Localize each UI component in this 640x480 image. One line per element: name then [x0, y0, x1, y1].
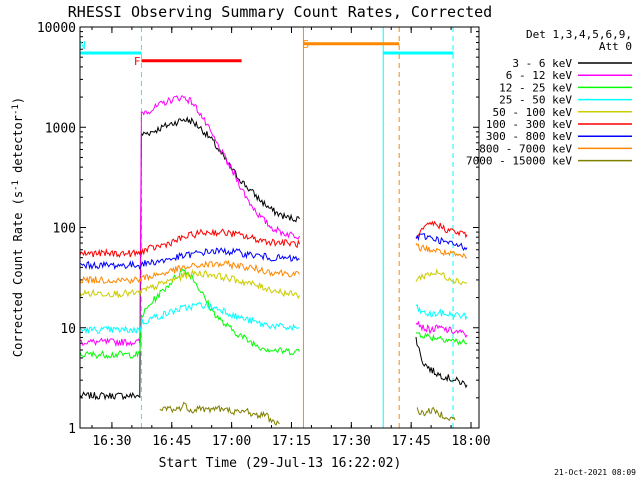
series-line: [415, 320, 468, 339]
y-label-mid: detector: [11, 115, 25, 180]
series-line: [416, 407, 456, 422]
series-line: [159, 401, 280, 426]
legend-label: 100 - 300 keV: [486, 118, 572, 131]
series-line: [79, 115, 300, 401]
flag-label: N: [79, 39, 86, 52]
flag-label: F: [134, 55, 141, 68]
series-line: [79, 301, 300, 335]
series-line: [415, 220, 468, 239]
y-tick-label: 1: [68, 422, 76, 437]
x-tick-label: 17:15: [272, 434, 311, 449]
legend-label: 6 - 12 keV: [506, 69, 573, 82]
series-line: [415, 232, 468, 252]
series-line: [415, 268, 468, 286]
y-tick-label: 1000: [45, 121, 76, 136]
series-line: [79, 228, 300, 258]
flag-label: S: [302, 38, 309, 51]
legend-label: 25 - 50 keV: [499, 94, 572, 107]
series-line: [79, 95, 300, 348]
legend-label: 300 - 800 keV: [486, 130, 572, 143]
x-tick-label: 16:30: [92, 434, 131, 449]
x-tick-label: 17:45: [392, 434, 431, 449]
x-axis-label: Start Time (29-Jul-13 16:22:02): [159, 456, 402, 471]
x-tick-label: 17:30: [332, 434, 371, 449]
legend-label: 12 - 25 keV: [499, 81, 572, 94]
legend-header-line1: Det 1,3,4,5,6,9,: [526, 28, 632, 41]
y-label-main: Corrected Count Rate (s: [11, 191, 25, 357]
series-line: [415, 303, 468, 321]
y-tick-label: 100: [53, 222, 76, 237]
chart-title: RHESSI Observing Summary Count Rates, Co…: [68, 3, 492, 21]
legend-label: 7000 - 15000 keV: [466, 155, 572, 168]
series-line: [79, 259, 300, 285]
series-line: [415, 242, 468, 259]
plot-frame: [79, 26, 480, 429]
y-label-exp2: -1: [11, 104, 21, 115]
y-label-end: ): [11, 97, 25, 104]
x-tick-label: 18:00: [451, 434, 490, 449]
series-line: [79, 247, 300, 271]
series-line: [415, 336, 468, 389]
y-label-exp1: -1: [11, 180, 21, 191]
y-axis-label: Corrected Count Rate (s-1 detector-1): [11, 97, 25, 357]
legend-label: 50 - 100 keV: [493, 106, 573, 119]
legend-header-line2: Att 0: [599, 40, 632, 53]
legend-label: 800 - 7000 keV: [479, 142, 572, 155]
series-line: [79, 268, 300, 300]
x-tick-label: 17:00: [212, 434, 251, 449]
x-tick-label: 16:45: [152, 434, 191, 449]
series-line: [415, 332, 468, 346]
series-line: [79, 268, 300, 360]
legend-label: 3 - 6 keV: [512, 57, 572, 70]
timestamp: 21-Oct-2021 08:09: [554, 468, 636, 477]
y-tick-label: 10: [60, 322, 76, 337]
y-tick-label: 10000: [37, 21, 76, 36]
